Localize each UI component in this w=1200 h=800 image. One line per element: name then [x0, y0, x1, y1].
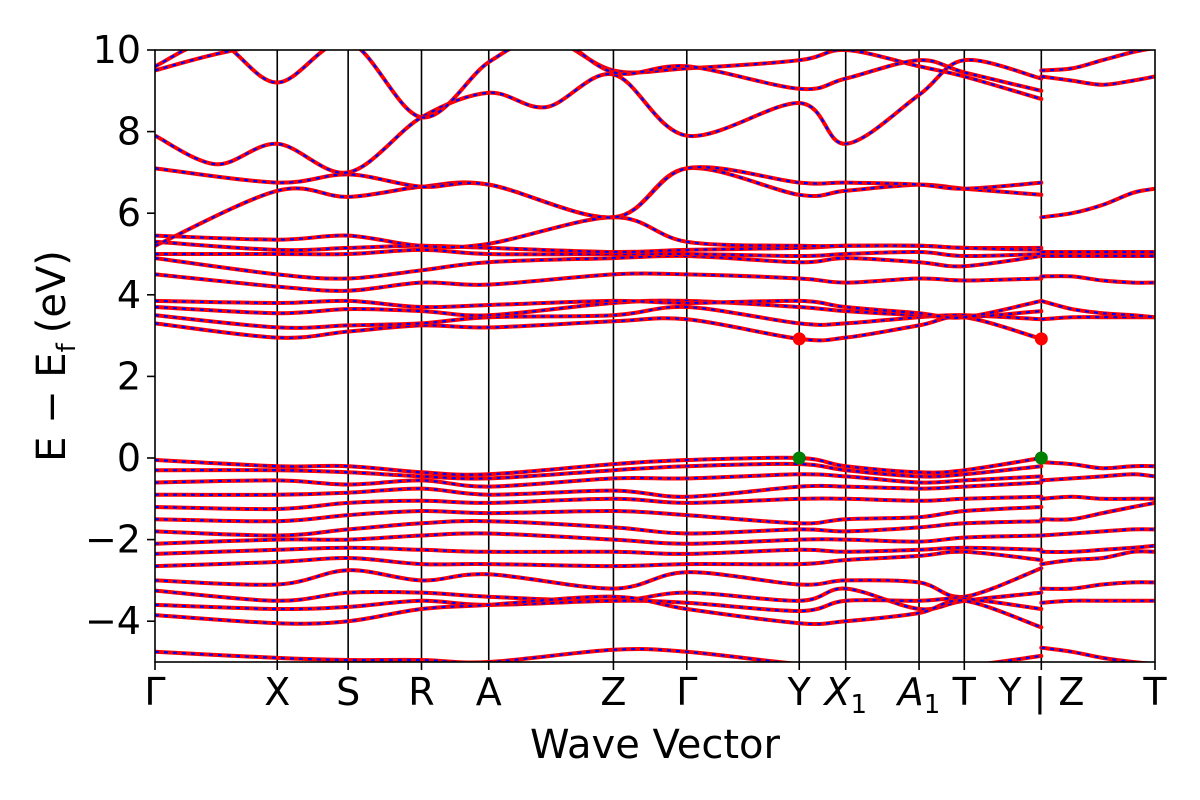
kpoint-label: T	[952, 670, 977, 714]
band-line-spin-down	[155, 456, 1042, 476]
band-lines	[155, 50, 1155, 662]
kpoint-label: Z	[600, 670, 626, 714]
kpoint-label: Γ	[676, 670, 697, 714]
kpoint-label: A	[476, 670, 502, 714]
y-tick-label: 6	[117, 191, 141, 235]
band-line-spin-down	[1041, 544, 1155, 554]
band-line-spin-down	[1041, 495, 1155, 501]
band-line-spin-up	[155, 50, 1044, 93]
band-line-spin-down	[1041, 187, 1155, 219]
band-line-spin-up	[1039, 50, 1155, 73]
y-tick-label: −2	[85, 518, 141, 562]
kpoint-label: R	[408, 670, 434, 714]
band-line-spin-down	[1041, 550, 1155, 566]
band-line-spin-down	[155, 495, 1042, 511]
band-line-spin-down	[155, 595, 1042, 629]
vbm-marker	[792, 451, 806, 465]
band-line-spin-down	[155, 272, 1042, 292]
kpoint-label: T	[1142, 670, 1167, 714]
band-line-spin-up	[155, 566, 1044, 599]
band-line-spin-down	[1041, 461, 1155, 470]
kpoint-label: Γ	[144, 670, 165, 714]
kpoint-label: Y | Z	[997, 670, 1084, 715]
band-line-spin-up	[155, 549, 1044, 569]
y-tick-label: 2	[117, 354, 141, 398]
band-line-spin-down	[1041, 599, 1155, 604]
y-tick-label: 8	[117, 110, 141, 154]
band-line-spin-down	[155, 473, 1042, 488]
band-line-spin-up	[155, 215, 1044, 252]
kpoint-divider-lines	[276, 50, 1043, 662]
band-line-spin-down	[155, 519, 1042, 537]
band-line-spin-down	[155, 254, 1042, 280]
band-line-spin-down	[155, 216, 1042, 251]
band-line-spin-down	[155, 647, 1042, 662]
band-line-spin-down	[155, 597, 1042, 613]
cbm-marker	[792, 332, 806, 346]
band-line-spin-down	[155, 248, 1042, 258]
vbm-marker	[1034, 451, 1048, 465]
band-line-spin-down	[155, 550, 1042, 568]
band-line-spin-down	[155, 166, 1042, 219]
kpoint-label: S	[336, 670, 360, 714]
plot-frame	[154, 49, 1156, 663]
band-line-spin-down	[155, 166, 1042, 247]
band-line-spin-down	[155, 587, 1042, 611]
band-line-spin-down	[1041, 646, 1145, 662]
y-axis-title: E − Ef(eV)	[29, 250, 82, 462]
band-line-spin-down	[1041, 581, 1155, 590]
band-line-spin-down	[155, 505, 1042, 525]
kpoint-label: A1	[895, 670, 941, 720]
band-line-spin-down	[155, 315, 1042, 342]
band-line-spin-up	[155, 57, 1044, 175]
band-line-spin-down	[1041, 299, 1155, 319]
band-line-spin-down	[155, 481, 1042, 498]
y-tick-label: 0	[117, 436, 141, 480]
band-line-spin-up	[1039, 186, 1155, 220]
y-axis-ticks: −4 −2 0 2 4 6 8 10	[85, 28, 155, 643]
extrema-markers	[792, 332, 1048, 465]
y-tick-label: 10	[93, 28, 141, 72]
band-line-spin-up	[155, 519, 1044, 538]
band-line-spin-down	[155, 546, 1042, 556]
band-line-spin-down	[155, 299, 1042, 319]
band-line-spin-down	[155, 532, 1042, 545]
y-tick-label: −4	[85, 599, 141, 643]
band-line-spin-down	[1041, 528, 1155, 537]
band-line-spin-down	[155, 58, 1042, 174]
band-line-spin-up	[155, 166, 1044, 248]
kpoint-label: X1	[822, 670, 867, 720]
band-line-spin-down	[1041, 275, 1155, 284]
band-line-spin-down	[1041, 501, 1155, 521]
cbm-marker	[1034, 332, 1048, 346]
kpoint-label: X	[264, 670, 290, 714]
band-line-spin-down	[155, 240, 1042, 254]
band-line-spin-down	[1041, 75, 1155, 86]
band-line-spin-up	[1039, 500, 1155, 522]
band-line-spin-up	[155, 165, 1044, 220]
x-axis-title: Wave Vector	[530, 722, 781, 768]
y-tick-label: 4	[117, 273, 141, 317]
band-line-spin-down	[155, 462, 1042, 480]
band-line-spin-up	[1039, 298, 1155, 320]
band-line-spin-down	[1041, 473, 1155, 482]
kpoint-label: Y	[787, 670, 812, 714]
band-line-spin-down	[155, 50, 1042, 119]
